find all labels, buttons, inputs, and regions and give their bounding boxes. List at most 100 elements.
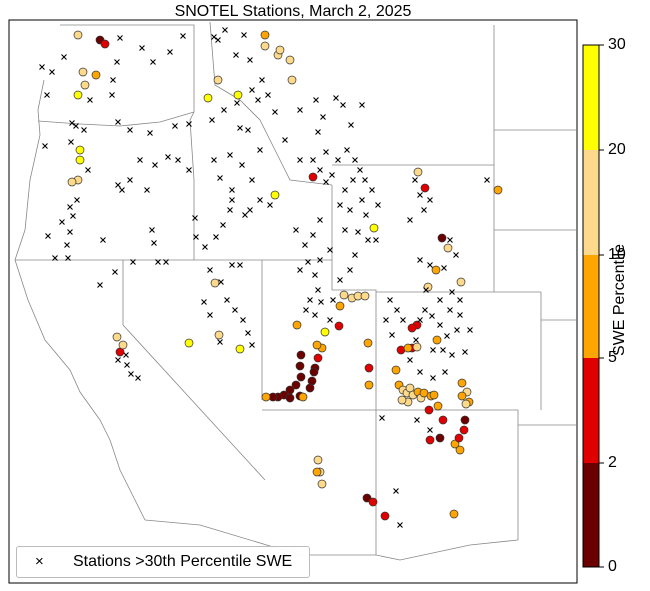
station-marker-5-10 <box>391 365 401 375</box>
station-x-marker <box>147 130 153 136</box>
station-x-marker <box>303 307 309 313</box>
station-x-marker <box>249 177 255 183</box>
station-x-marker <box>317 167 323 173</box>
station-marker-20-30 <box>75 145 85 155</box>
station-x-marker <box>65 255 71 261</box>
station-x-marker <box>68 139 74 145</box>
station-marker-0-2 <box>437 233 447 243</box>
map-frame <box>8 19 578 584</box>
station-marker-10-20 <box>443 243 453 253</box>
station-x-marker <box>124 362 130 368</box>
station-x-marker <box>394 307 400 313</box>
station-x-marker <box>39 64 45 70</box>
station-x-marker <box>302 242 308 248</box>
station-x-marker <box>209 117 215 123</box>
station-x-marker <box>227 207 233 213</box>
station-marker-10-20 <box>214 330 224 340</box>
station-x-marker <box>100 237 106 243</box>
station-x-marker <box>352 252 358 258</box>
station-marker-20-30 <box>203 93 213 103</box>
station-marker-0-2 <box>296 350 306 360</box>
station-x-marker <box>352 157 358 163</box>
station-x-marker <box>437 322 443 328</box>
station-marker-5-10 <box>449 509 459 519</box>
station-x-marker <box>329 172 335 178</box>
station-x-marker <box>320 114 326 120</box>
station-x-marker <box>305 259 311 265</box>
station-x-marker <box>407 357 413 363</box>
station-x-marker <box>357 167 363 173</box>
station-marker-2-5 <box>459 425 469 435</box>
station-marker-0-2 <box>296 372 306 382</box>
station-marker-5-10 <box>292 320 302 330</box>
station-x-marker <box>422 307 428 313</box>
station-x-marker <box>447 307 453 313</box>
station-x-marker <box>127 177 133 183</box>
legend: × Stations >30th Percentile SWE <box>16 546 310 578</box>
station-x-marker <box>128 371 134 377</box>
station-x-marker <box>245 330 251 336</box>
station-x-marker <box>323 149 329 155</box>
station-x-marker <box>444 333 450 339</box>
station-x-marker <box>215 37 221 43</box>
station-x-marker <box>259 77 265 83</box>
station-x-marker <box>229 262 235 268</box>
station-x-marker <box>449 352 455 358</box>
station-x-marker <box>337 202 343 208</box>
station-x-marker <box>227 152 233 158</box>
station-x-marker <box>135 375 141 381</box>
station-marker-2-5 <box>308 172 318 182</box>
station-x-marker <box>387 297 393 303</box>
station-x-marker <box>437 297 443 303</box>
station-x-marker <box>163 259 169 265</box>
station-x-marker <box>61 54 67 60</box>
station-x-marker <box>127 127 133 133</box>
station-x-marker <box>233 52 239 58</box>
station-x-marker <box>180 33 186 39</box>
station-marker-20-30 <box>270 190 280 200</box>
station-x-marker <box>369 187 375 193</box>
station-x-marker <box>229 197 235 203</box>
station-marker-20-30 <box>184 338 194 348</box>
station-x-marker <box>441 265 447 271</box>
station-marker-10-20 <box>397 395 407 405</box>
station-x-marker <box>73 123 79 129</box>
station-marker-5-10 <box>335 301 345 311</box>
station-x-marker <box>139 45 145 51</box>
station-marker-5-10 <box>432 335 442 345</box>
station-x-marker <box>307 297 313 303</box>
station-x-marker <box>123 352 129 358</box>
station-x-marker <box>255 97 261 103</box>
station-x-marker <box>186 167 192 173</box>
station-x-marker <box>70 213 76 219</box>
station-marker-2-5 <box>454 433 464 443</box>
station-x-marker <box>484 177 490 183</box>
station-x-marker <box>421 207 427 213</box>
station-x-marker <box>417 192 423 198</box>
colorbar-frame <box>582 44 600 568</box>
station-x-marker <box>237 125 243 131</box>
station-x-marker <box>81 127 87 133</box>
station-marker-10-20 <box>412 342 422 352</box>
colorbar-label: SWE Percentile <box>611 243 628 357</box>
station-x-marker <box>87 97 93 103</box>
station-marker-20-30 <box>369 223 379 233</box>
station-x-marker <box>69 120 75 126</box>
station-x-marker <box>109 92 115 98</box>
station-x-marker <box>247 57 253 63</box>
station-x-marker <box>348 122 354 128</box>
station-marker-0-2 <box>305 383 315 393</box>
station-x-marker <box>232 307 238 313</box>
station-x-marker <box>457 312 463 318</box>
station-x-marker <box>245 127 251 133</box>
colorbar-tick-5: 5 <box>608 349 617 366</box>
station-x-marker <box>383 317 389 323</box>
station-x-marker <box>350 177 356 183</box>
station-x-marker <box>150 59 156 65</box>
station-x-marker <box>440 347 446 353</box>
station-marker-2-5 <box>334 321 344 331</box>
station-marker-2-5 <box>438 415 448 425</box>
station-x-marker <box>342 187 348 193</box>
station-marker-10-20 <box>423 282 433 292</box>
